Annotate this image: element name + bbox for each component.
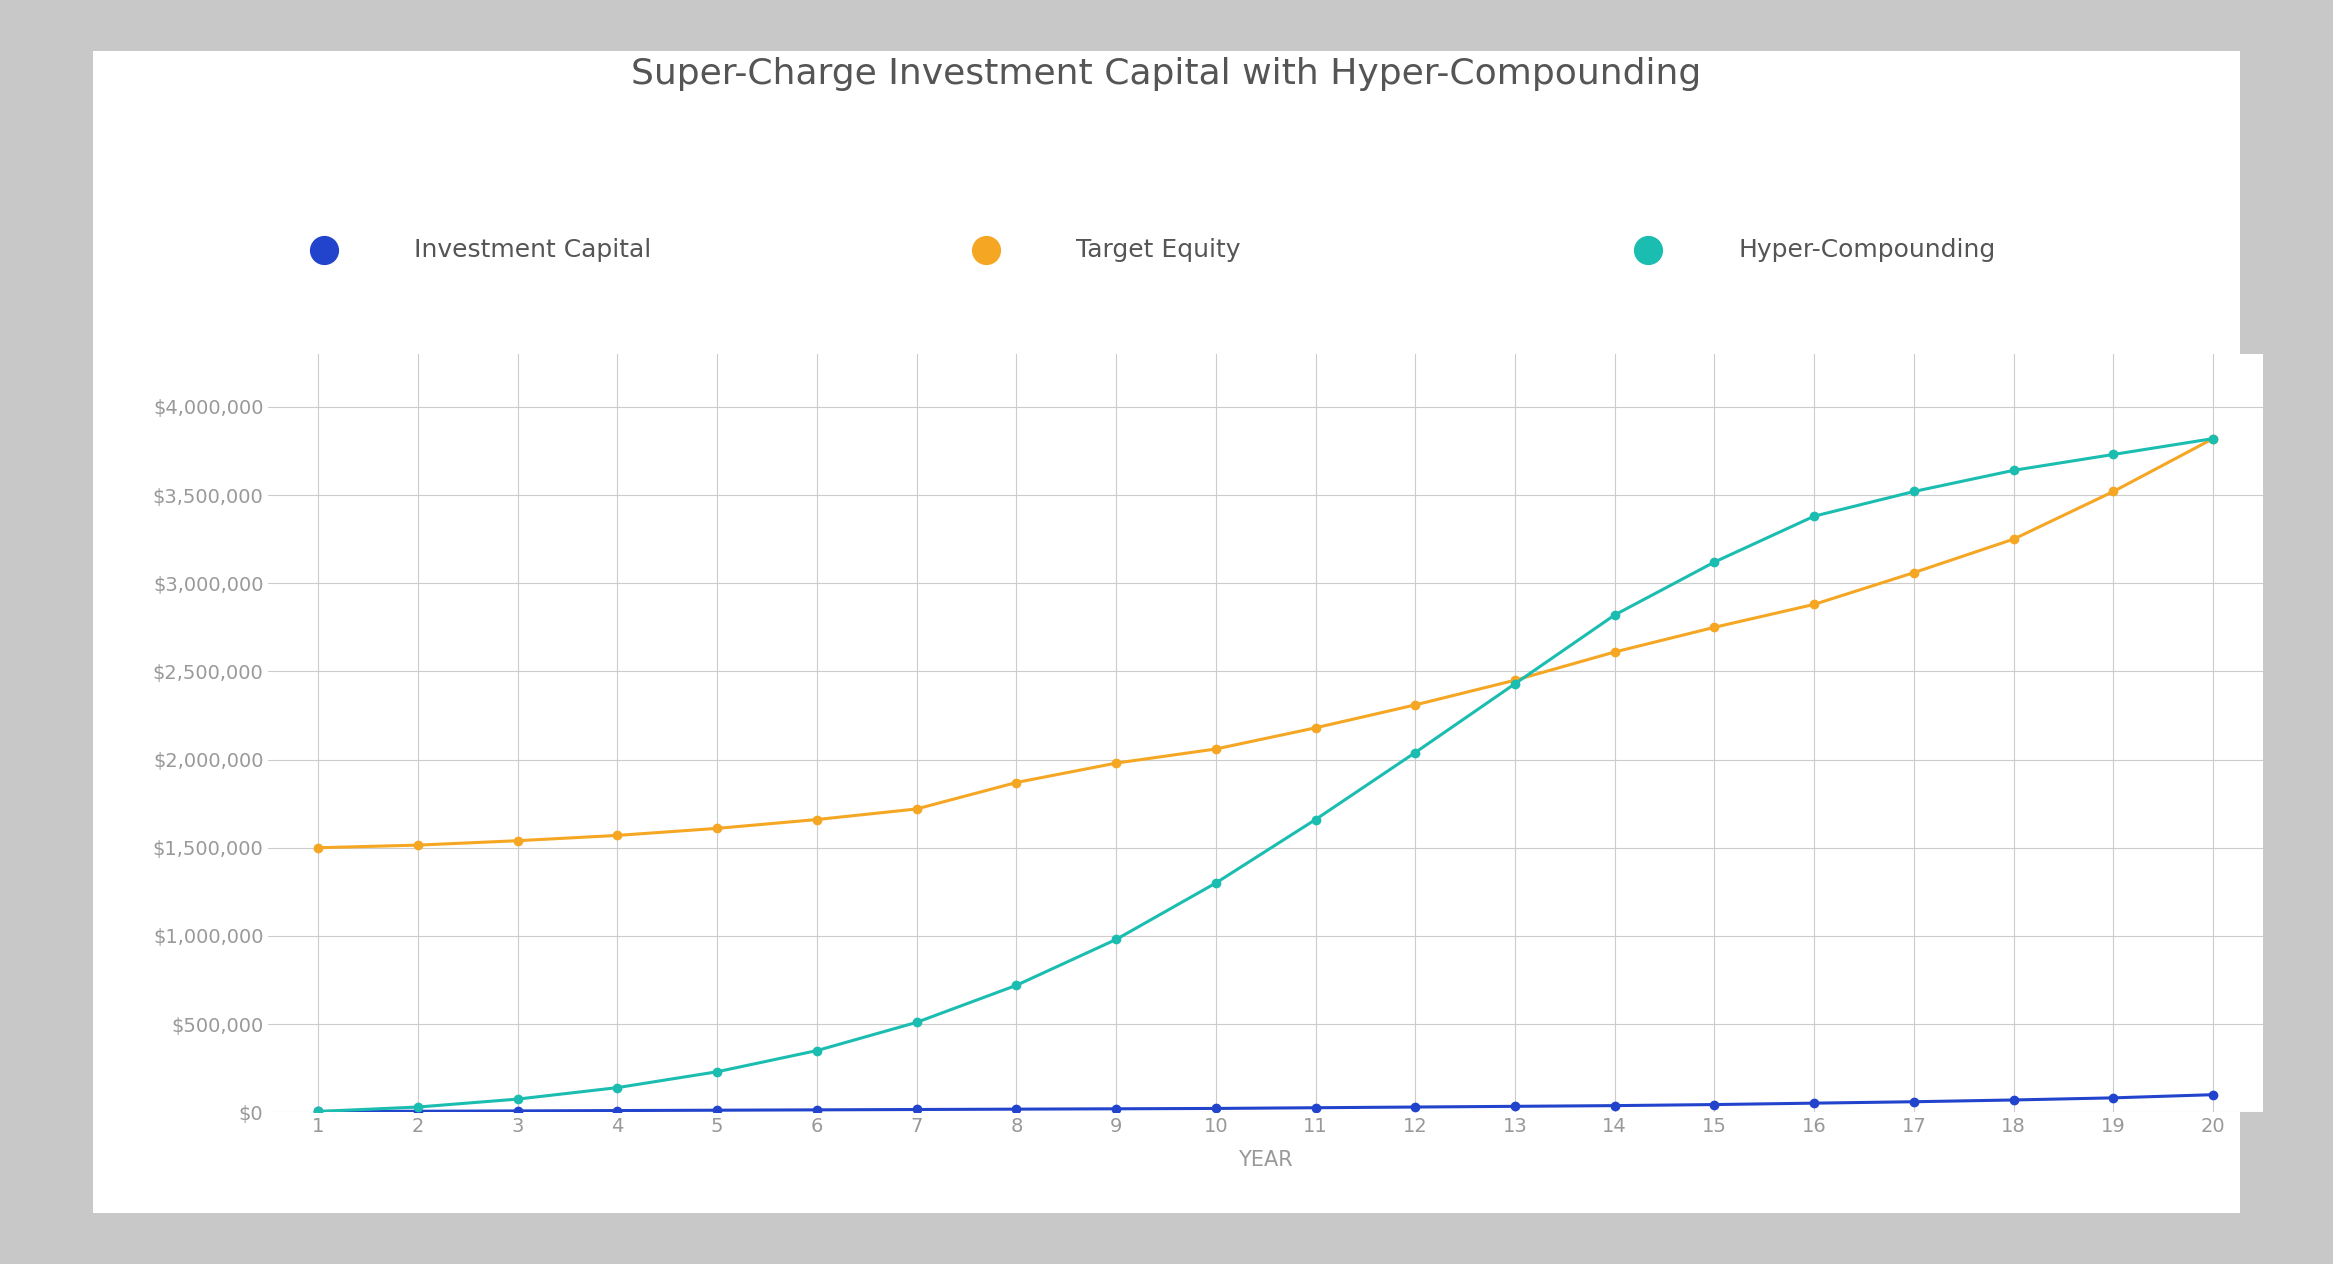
Investment Capital bbox=[504, 1103, 532, 1119]
Hyper-Compounding bbox=[702, 1064, 730, 1079]
Text: Super-Charge Investment Capital with Hyper-Compounding: Super-Charge Investment Capital with Hyp… bbox=[632, 57, 1701, 91]
Hyper-Compounding bbox=[1201, 876, 1229, 891]
Target Equity bbox=[1302, 720, 1330, 736]
Hyper-Compounding bbox=[1899, 484, 1927, 499]
Hyper-Compounding bbox=[404, 1100, 432, 1115]
Hyper-Compounding bbox=[2100, 447, 2128, 463]
Investment Capital bbox=[1600, 1098, 1628, 1114]
Investment Capital bbox=[1402, 1100, 1430, 1115]
Hyper-Compounding bbox=[1701, 555, 1729, 570]
Hyper-Compounding bbox=[604, 1079, 632, 1095]
Target Equity bbox=[803, 811, 831, 827]
Investment Capital bbox=[604, 1103, 632, 1119]
Hyper-Compounding bbox=[803, 1043, 831, 1058]
Investment Capital bbox=[404, 1103, 432, 1119]
Investment Capital bbox=[1302, 1100, 1330, 1115]
Investment Capital bbox=[803, 1102, 831, 1117]
Target Equity bbox=[1402, 698, 1430, 713]
Target Equity bbox=[1003, 775, 1031, 790]
Target Equity bbox=[1801, 597, 1829, 612]
Hyper-Compounding bbox=[1003, 978, 1031, 994]
Hyper-Compounding bbox=[1999, 463, 2027, 478]
Target Equity bbox=[903, 801, 931, 817]
Text: Target Equity: Target Equity bbox=[1076, 238, 1241, 262]
Hyper-Compounding bbox=[1101, 932, 1129, 947]
Hyper-Compounding bbox=[903, 1015, 931, 1030]
X-axis label: YEAR: YEAR bbox=[1239, 1150, 1292, 1170]
Investment Capital bbox=[1201, 1101, 1229, 1116]
Line: Hyper-Compounding: Hyper-Compounding bbox=[315, 435, 2216, 1116]
Hyper-Compounding bbox=[303, 1103, 331, 1119]
Target Equity bbox=[504, 833, 532, 848]
Target Equity bbox=[2200, 431, 2228, 446]
Text: Hyper-Compounding: Hyper-Compounding bbox=[1738, 238, 1995, 262]
Target Equity bbox=[1201, 742, 1229, 757]
Investment Capital bbox=[1899, 1095, 1927, 1110]
Investment Capital bbox=[1701, 1097, 1729, 1112]
Target Equity bbox=[1600, 645, 1628, 660]
Hyper-Compounding bbox=[1500, 676, 1528, 691]
Target Equity bbox=[1500, 672, 1528, 688]
Investment Capital bbox=[2100, 1091, 2128, 1106]
Investment Capital bbox=[702, 1102, 730, 1117]
Investment Capital bbox=[1003, 1101, 1031, 1116]
Target Equity bbox=[404, 838, 432, 853]
Hyper-Compounding bbox=[1302, 811, 1330, 827]
Investment Capital bbox=[903, 1102, 931, 1117]
Text: Investment Capital: Investment Capital bbox=[413, 238, 651, 262]
Investment Capital bbox=[303, 1103, 331, 1119]
Hyper-Compounding bbox=[1600, 608, 1628, 623]
Investment Capital bbox=[1999, 1092, 2027, 1107]
Target Equity bbox=[303, 841, 331, 856]
Target Equity bbox=[1899, 565, 1927, 580]
Hyper-Compounding bbox=[1402, 744, 1430, 760]
Hyper-Compounding bbox=[2200, 431, 2228, 446]
Investment Capital bbox=[2200, 1087, 2228, 1102]
Target Equity bbox=[1101, 756, 1129, 771]
Line: Investment Capital: Investment Capital bbox=[315, 1091, 2216, 1116]
Target Equity bbox=[1701, 619, 1729, 635]
Hyper-Compounding bbox=[1801, 508, 1829, 523]
Investment Capital bbox=[1500, 1098, 1528, 1114]
Target Equity bbox=[1999, 532, 2027, 547]
Target Equity bbox=[702, 820, 730, 836]
Line: Target Equity: Target Equity bbox=[315, 435, 2216, 852]
Hyper-Compounding bbox=[504, 1092, 532, 1107]
Investment Capital bbox=[1801, 1096, 1829, 1111]
Target Equity bbox=[604, 828, 632, 843]
Investment Capital bbox=[1101, 1101, 1129, 1116]
Target Equity bbox=[2100, 484, 2128, 499]
